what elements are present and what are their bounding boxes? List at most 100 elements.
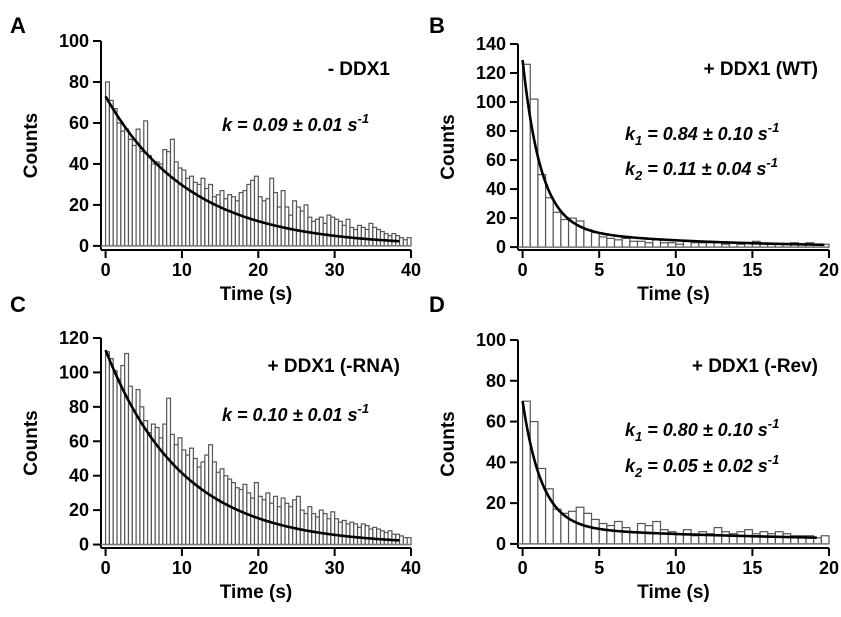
y-tick-label: 60 xyxy=(486,412,506,432)
y-tick-label: 60 xyxy=(69,113,89,133)
histogram-bars xyxy=(104,351,412,546)
histogram-bar xyxy=(537,173,547,248)
condition-label: + DDX1 (-Rev) xyxy=(692,356,818,377)
x-tick-label: 40 xyxy=(401,260,421,280)
histogram-bar xyxy=(560,218,570,248)
condition-label: + DDX1 (-RNA) xyxy=(268,356,400,377)
histogram-bar xyxy=(682,529,692,545)
y-tick-label: 40 xyxy=(486,452,506,472)
x-axis-label: Time (s) xyxy=(220,284,293,305)
y-tick-label: 60 xyxy=(69,431,89,451)
histogram-bar xyxy=(529,420,539,545)
panel-letter: B xyxy=(429,13,445,38)
histogram-bar xyxy=(782,533,792,545)
histogram-bar xyxy=(820,535,830,545)
x-tick-label: 20 xyxy=(248,558,268,578)
x-tick-label: 15 xyxy=(742,558,762,578)
y-axis-label: Counts xyxy=(438,114,459,179)
x-axis-label: Time (s) xyxy=(637,582,710,603)
fit-curve xyxy=(521,59,825,247)
y-tick-label: 20 xyxy=(486,493,506,513)
rate-constant-label: k1 = 0.80 ± 0.10 s-1 xyxy=(625,416,779,444)
y-tick-label: 80 xyxy=(69,397,89,417)
x-tick-label: 10 xyxy=(172,558,192,578)
histogram-bar xyxy=(629,240,639,248)
fit-curve xyxy=(104,349,400,542)
histogram-bar xyxy=(652,239,662,248)
y-tick-label: 0 xyxy=(79,236,89,256)
chart-panel-d: D 0 20 40 60 80 100 0 5 10 15 20 Time (s) Counts + DDX… xyxy=(429,292,839,603)
y-tick-label: 100 xyxy=(59,31,89,51)
y-tick-label: 80 xyxy=(486,121,506,141)
x-tick-label: 40 xyxy=(401,558,421,578)
rate-constant-label: k = 0.09 ± 0.01 s-1 xyxy=(222,111,369,135)
histogram-bar xyxy=(736,531,746,545)
histogram-bar xyxy=(598,522,608,545)
x-tick-label: 20 xyxy=(819,260,839,280)
rate-constant-label: k1 = 0.84 ± 0.10 s-1 xyxy=(625,120,779,148)
x-axis-label: Time (s) xyxy=(220,582,293,603)
x-tick-label: 20 xyxy=(248,260,268,280)
panel-letter: D xyxy=(429,292,445,317)
histogram-bar xyxy=(583,229,593,248)
x-tick-label: 0 xyxy=(101,558,111,578)
histogram-bar xyxy=(613,520,623,545)
panel-letter: C xyxy=(10,292,26,317)
condition-label: - DDX1 xyxy=(328,59,391,80)
histogram-bar xyxy=(552,211,562,248)
y-tick-label: 0 xyxy=(496,534,506,554)
histogram-bar xyxy=(659,529,669,545)
x-tick-label: 0 xyxy=(518,558,528,578)
y-tick-label: 40 xyxy=(69,466,89,486)
y-tick-label: 80 xyxy=(486,371,506,391)
histogram-bar xyxy=(767,533,776,545)
x-tick-label: 0 xyxy=(101,260,111,280)
histogram-bar xyxy=(606,524,616,545)
y-tick-label: 120 xyxy=(476,63,506,83)
x-tick-label: 5 xyxy=(594,260,604,280)
chart-panel-c: C 0 20 40 60 80 100 120 0 10 20 30 40 Time (s) Counts +… xyxy=(10,292,421,603)
y-tick-label: 40 xyxy=(69,154,89,174)
histogram-bar xyxy=(644,524,654,545)
chart-panel-b: B 0 20 40 60 80 100 120 140 0 5 10 15 20 Time (s) Count… xyxy=(429,13,839,305)
histogram-bar xyxy=(590,231,600,248)
histogram-bar xyxy=(621,237,631,248)
y-tick-label: 0 xyxy=(496,237,506,257)
histogram-bar xyxy=(583,512,593,545)
condition-label: + DDX1 (WT) xyxy=(703,59,818,80)
fit-curve xyxy=(521,400,817,539)
y-tick-label: 80 xyxy=(69,72,89,92)
histogram-bar xyxy=(621,527,631,545)
histogram-bar xyxy=(567,510,577,545)
x-tick-label: 10 xyxy=(666,558,686,578)
y-tick-label: 40 xyxy=(486,179,506,199)
x-tick-label: 30 xyxy=(325,260,345,280)
y-tick-label: 0 xyxy=(79,535,89,555)
x-tick-label: 20 xyxy=(819,558,839,578)
rate-constant-label: k2 = 0.11 ± 0.04 s-1 xyxy=(625,155,778,183)
chart-panel-a: A 0 20 40 60 80 100 0 10 20 30 40 Time (s) Counts - DD… xyxy=(10,13,421,305)
x-tick-label: 0 xyxy=(518,260,528,280)
rate-constant-label: k = 0.10 ± 0.01 s-1 xyxy=(222,401,369,425)
x-tick-label: 15 xyxy=(742,260,762,280)
y-axis-label: Counts xyxy=(21,410,42,475)
panel-letter: A xyxy=(10,13,26,38)
histogram-bar xyxy=(606,237,616,248)
y-tick-label: 100 xyxy=(59,362,89,382)
histogram-bar xyxy=(721,531,731,545)
histogram-bar xyxy=(552,508,562,545)
histogram-bar xyxy=(690,535,700,545)
histogram-bar xyxy=(598,236,608,248)
y-tick-label: 100 xyxy=(476,92,506,112)
y-tick-label: 20 xyxy=(486,208,506,228)
x-axis-label: Time (s) xyxy=(637,284,710,305)
x-tick-label: 10 xyxy=(666,260,686,280)
y-tick-label: 20 xyxy=(69,500,89,520)
y-tick-label: 60 xyxy=(486,150,506,170)
y-tick-label: 20 xyxy=(69,195,89,215)
fit-curve xyxy=(104,95,400,243)
x-tick-label: 10 xyxy=(172,260,192,280)
y-tick-label: 140 xyxy=(476,34,506,54)
histogram-bar xyxy=(544,197,554,248)
